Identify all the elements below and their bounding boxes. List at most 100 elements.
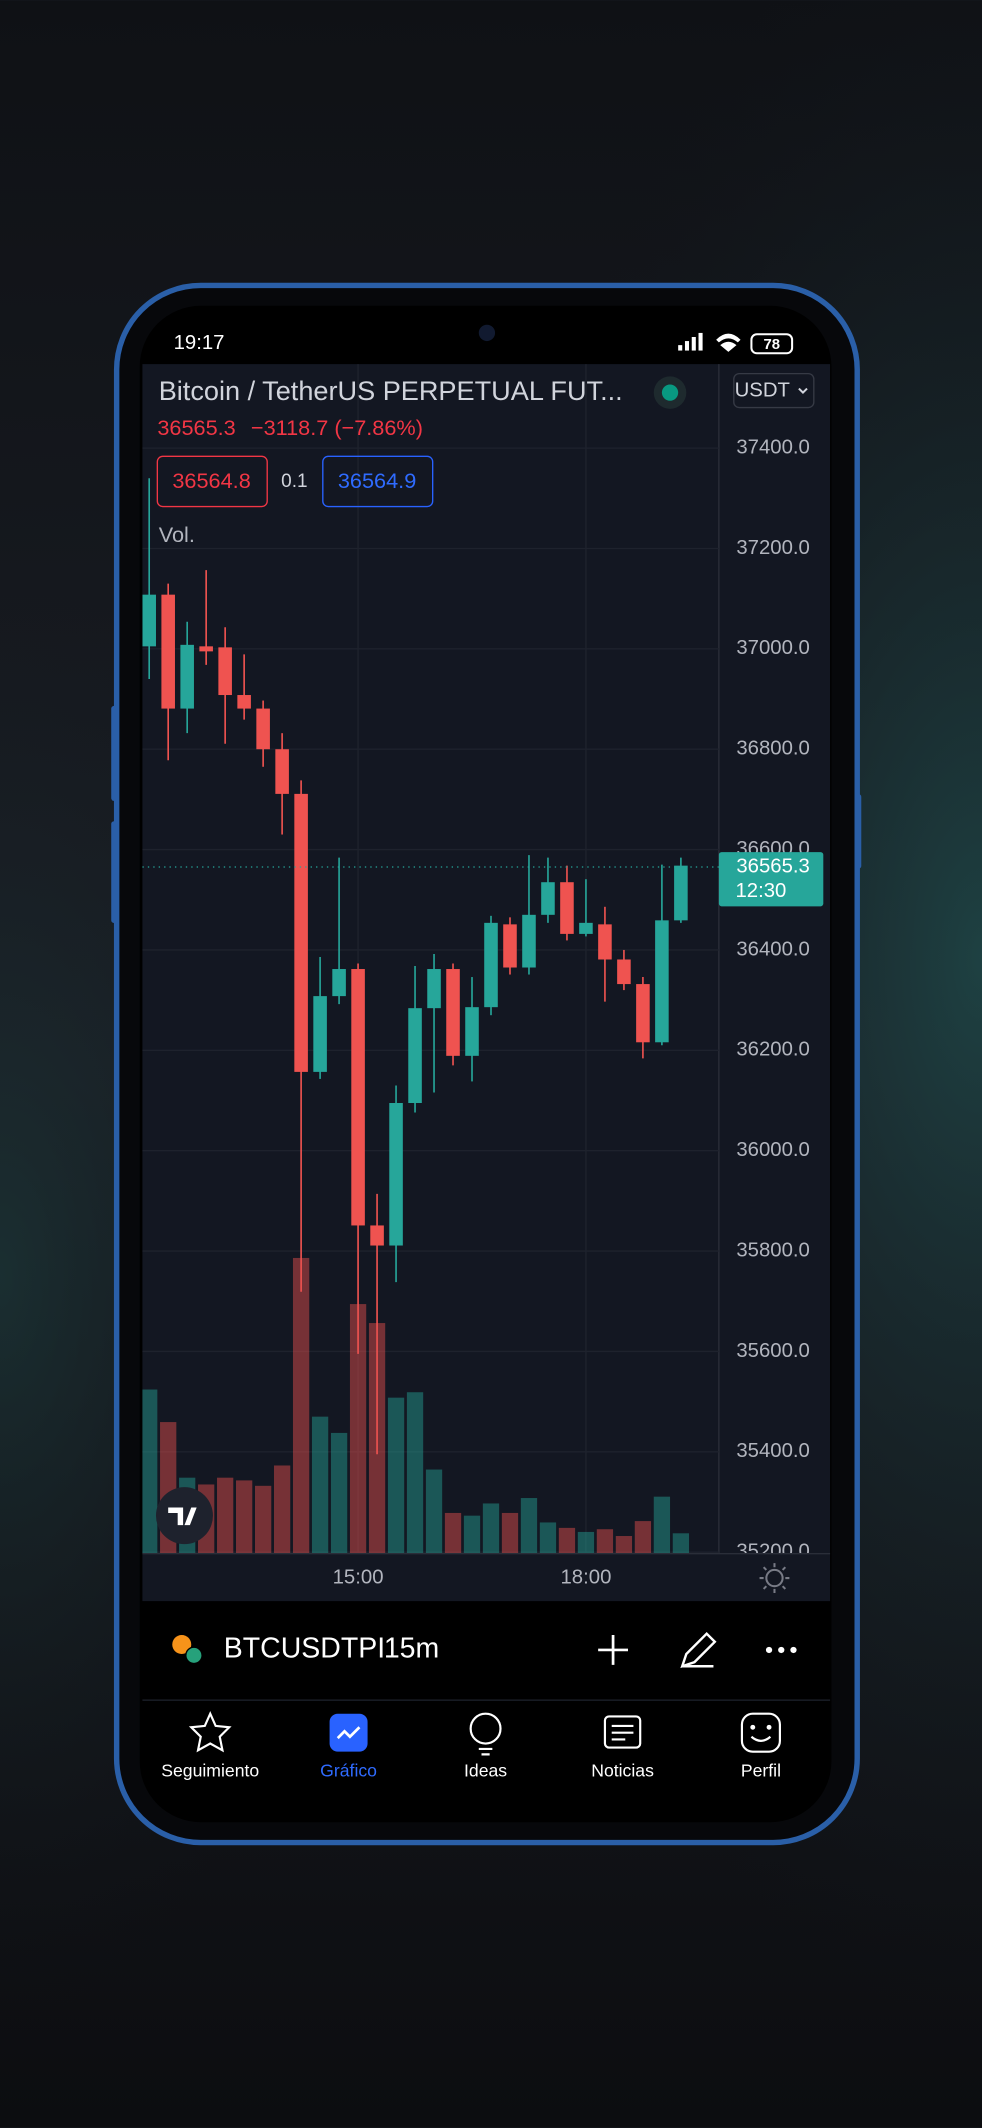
sun-rays bbox=[759, 1563, 790, 1593]
ask: 36564.9 bbox=[338, 468, 416, 493]
signal-bar bbox=[691, 336, 696, 351]
candle-body bbox=[617, 959, 631, 985]
status-time: 19:17 bbox=[174, 332, 225, 354]
status-icons bbox=[678, 332, 794, 355]
theme-icon[interactable] bbox=[759, 1563, 790, 1593]
nav-labels: Seguimiento Gráfico Ideas Noticias Perfil bbox=[161, 1761, 781, 1781]
time-axis bbox=[142, 1553, 831, 1602]
candle-body bbox=[674, 865, 688, 921]
volume-bar bbox=[387, 1397, 405, 1554]
camera bbox=[478, 324, 496, 342]
chart-icon-line bbox=[336, 1726, 361, 1740]
candle-body bbox=[370, 1225, 384, 1246]
grid bbox=[142, 364, 719, 1554]
volume-bar bbox=[653, 1496, 671, 1554]
candle-body bbox=[161, 594, 175, 709]
toolbar-interval[interactable]: 15m bbox=[384, 1632, 439, 1664]
change: −3118.7 (−7.86%) bbox=[251, 415, 423, 440]
y-tick-label: 36000.0 bbox=[736, 1139, 809, 1161]
volume-bar bbox=[634, 1521, 652, 1554]
usdt-icon bbox=[185, 1646, 203, 1665]
candle-body bbox=[294, 793, 308, 1072]
y-tick-label: 37400.0 bbox=[736, 437, 809, 459]
candle-body bbox=[579, 922, 593, 934]
draw-icon[interactable] bbox=[680, 1631, 717, 1669]
x-tick-label: 18:00 bbox=[561, 1566, 612, 1588]
volume-bar bbox=[558, 1527, 576, 1554]
candle-body bbox=[256, 708, 270, 750]
volume-bar bbox=[349, 1304, 367, 1554]
add-icon[interactable] bbox=[598, 1635, 628, 1665]
volume-bar bbox=[596, 1529, 614, 1554]
last-price: 36565.3 12:30 bbox=[142, 852, 824, 907]
volume-bar bbox=[425, 1469, 443, 1554]
status-dot bbox=[661, 384, 679, 401]
bulb-icon[interactable] bbox=[469, 1712, 502, 1745]
candle-body bbox=[142, 594, 156, 647]
spread: 0.1 bbox=[281, 471, 307, 492]
currency-label: USDT bbox=[735, 380, 790, 402]
nav-label[interactable]: Perfil bbox=[741, 1761, 781, 1781]
toolbar bbox=[142, 1602, 831, 1701]
volume-bar bbox=[217, 1477, 234, 1554]
nav-label[interactable]: Noticias bbox=[591, 1761, 654, 1781]
volume-bar bbox=[463, 1515, 481, 1554]
toolbar-symbol[interactable]: BTCUSDTPI bbox=[224, 1632, 385, 1664]
volume-bar bbox=[482, 1503, 500, 1554]
candle-body bbox=[522, 914, 536, 968]
candle-body bbox=[484, 922, 498, 1008]
volume-bar bbox=[539, 1522, 557, 1554]
y-tick-label: 36200.0 bbox=[736, 1039, 809, 1061]
volume-bar bbox=[615, 1536, 633, 1554]
tv-logo-mark bbox=[168, 1507, 197, 1526]
candle-body bbox=[389, 1103, 403, 1246]
candle-body bbox=[655, 920, 669, 1043]
volume-label: Vol. bbox=[159, 522, 195, 547]
nav-label[interactable]: Gráfico bbox=[320, 1761, 377, 1781]
candle-body bbox=[180, 644, 194, 709]
time-labels: 15:00 18:00 bbox=[333, 1566, 612, 1588]
sell-button[interactable] bbox=[156, 455, 268, 508]
y-tick-label: 35800.0 bbox=[736, 1239, 809, 1261]
star-icon[interactable] bbox=[188, 1711, 232, 1753]
eye bbox=[766, 1724, 772, 1730]
candle-body bbox=[503, 924, 517, 968]
candle-body bbox=[636, 984, 650, 1043]
volume-bar bbox=[142, 1389, 158, 1554]
y-tick-label: 37200.0 bbox=[736, 537, 809, 559]
symbol-title: Bitcoin / TetherUS PERPETUAL FUT... bbox=[159, 375, 623, 406]
candle-body bbox=[237, 695, 251, 709]
currency-button[interactable] bbox=[733, 372, 815, 409]
dot bbox=[790, 1646, 797, 1654]
volume-bar bbox=[330, 1432, 348, 1554]
candle-body bbox=[541, 882, 555, 915]
buy-button[interactable] bbox=[322, 455, 434, 508]
nav-label[interactable]: Seguimiento bbox=[161, 1761, 259, 1781]
volume-bar bbox=[520, 1498, 538, 1554]
x-tick-label: 15:00 bbox=[333, 1566, 384, 1588]
battery-level: 78 bbox=[763, 337, 780, 353]
price-axis: 35200.0 35400.0 35600.0 35800.0 36000.0 36200… bbox=[736, 437, 809, 1563]
candle-body bbox=[408, 1008, 422, 1104]
nav-label[interactable]: Ideas bbox=[464, 1761, 507, 1781]
volume-bar bbox=[672, 1533, 690, 1554]
news-icon[interactable] bbox=[603, 1715, 642, 1749]
smile bbox=[750, 1735, 772, 1742]
chart-icon[interactable] bbox=[329, 1713, 368, 1752]
candle-body bbox=[427, 969, 441, 1009]
candle-body bbox=[218, 647, 232, 696]
tv-logo bbox=[155, 1487, 213, 1545]
volume-bar bbox=[254, 1485, 272, 1554]
last-price-box bbox=[718, 852, 824, 907]
profile-icon[interactable] bbox=[740, 1712, 781, 1753]
volume-bar bbox=[273, 1465, 291, 1554]
news-lines bbox=[611, 1724, 634, 1741]
btc-icon bbox=[172, 1635, 192, 1655]
candle-body bbox=[313, 996, 327, 1072]
nav-icons bbox=[188, 1711, 781, 1756]
sun bbox=[765, 1568, 784, 1588]
more-icon[interactable] bbox=[765, 1646, 797, 1654]
y-tick-label: 36800.0 bbox=[736, 738, 809, 760]
y-tick-label: 35200.0 bbox=[736, 1541, 809, 1563]
